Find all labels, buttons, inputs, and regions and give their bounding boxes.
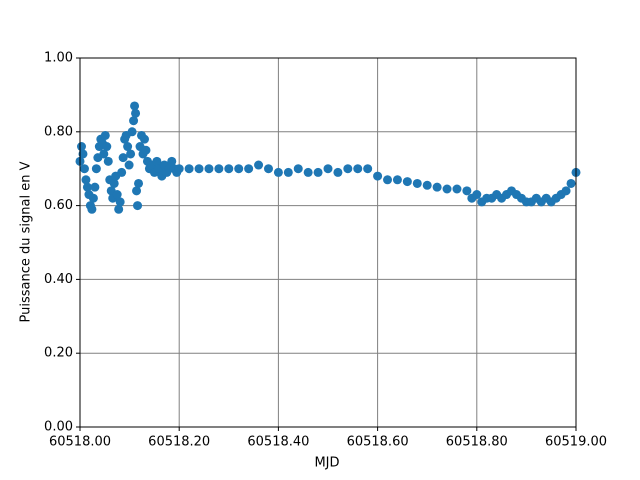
point: [115, 197, 125, 207]
point: [174, 164, 184, 174]
point: [263, 164, 273, 174]
point: [323, 164, 333, 174]
point: [383, 175, 393, 185]
point: [194, 164, 204, 174]
plot-frame: [79, 57, 577, 428]
point: [133, 201, 143, 211]
point: [88, 193, 98, 203]
point: [118, 153, 128, 163]
point: [452, 184, 462, 194]
point: [100, 130, 110, 140]
point: [234, 164, 244, 174]
point: [87, 204, 97, 214]
point: [561, 186, 571, 196]
point: [273, 167, 283, 177]
y-tick-label: 1.00: [44, 51, 73, 66]
y-tick-label: 0.20: [44, 346, 73, 361]
x-tick-label: 60518.80: [446, 435, 508, 450]
point: [139, 134, 149, 144]
point: [402, 177, 412, 187]
point: [303, 167, 313, 177]
x-tick-label: 60518.40: [247, 435, 309, 450]
point: [78, 149, 88, 159]
x-tick-label: 60518.60: [347, 435, 409, 450]
point: [373, 171, 383, 181]
point: [81, 175, 91, 185]
point: [422, 180, 432, 190]
point: [462, 186, 472, 196]
point: [79, 164, 89, 174]
point: [91, 164, 101, 174]
point: [129, 116, 139, 126]
y-tick-label: 0.00: [44, 420, 73, 435]
point: [114, 204, 124, 214]
point: [442, 184, 452, 194]
point: [130, 101, 140, 111]
point: [99, 149, 109, 159]
y-tick-label: 0.80: [44, 124, 73, 139]
point: [283, 167, 293, 177]
point: [123, 142, 133, 152]
point: [82, 182, 92, 192]
point: [224, 164, 234, 174]
y-tick-label: 0.40: [44, 272, 73, 287]
point: [103, 156, 113, 166]
point: [363, 164, 373, 174]
point: [184, 164, 194, 174]
point: [127, 127, 137, 137]
point: [132, 186, 142, 196]
point: [412, 178, 422, 188]
point: [254, 160, 264, 170]
y-axis-label: Puissance du signal en V: [19, 161, 34, 322]
point: [117, 167, 127, 177]
point: [432, 182, 442, 192]
point: [244, 164, 254, 174]
point: [293, 164, 303, 174]
point: [333, 167, 343, 177]
x-tick-label: 60519.00: [545, 435, 607, 450]
point: [353, 164, 363, 174]
point: [313, 167, 323, 177]
point: [90, 182, 100, 192]
point: [112, 190, 122, 200]
point: [392, 175, 402, 185]
y-tick-label: 0.60: [44, 198, 73, 213]
point: [124, 160, 134, 170]
x-axis-label: MJD: [314, 456, 339, 471]
point: [141, 145, 151, 155]
x-tick-label: 60518.20: [148, 435, 210, 450]
point: [566, 178, 576, 188]
point: [204, 164, 214, 174]
point: [472, 190, 482, 200]
point: [152, 156, 162, 166]
point: [126, 149, 136, 159]
point: [76, 142, 86, 152]
point: [167, 156, 177, 166]
point: [214, 164, 224, 174]
point: [109, 178, 119, 188]
point: [343, 164, 353, 174]
point: [131, 108, 141, 118]
x-tick-label: 60518.00: [49, 435, 111, 450]
point: [102, 142, 112, 152]
point: [134, 178, 144, 188]
